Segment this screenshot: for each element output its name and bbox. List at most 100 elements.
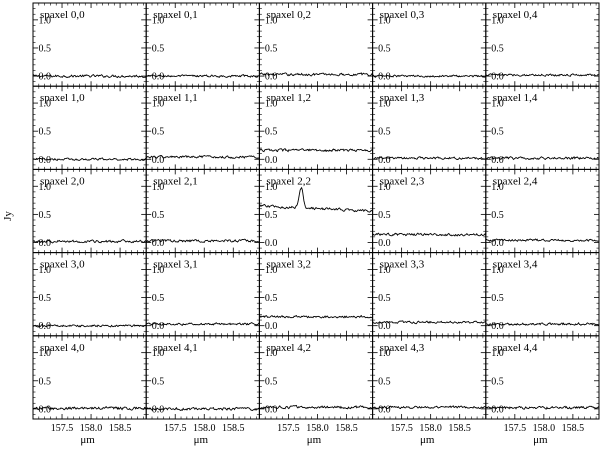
y-tick-label: 1.0 [378, 348, 391, 359]
y-tick-label: 0.0 [491, 155, 504, 166]
spectrum-line [372, 74, 487, 78]
y-tick-label: 0.5 [265, 43, 278, 54]
x-tick-label: 158.5 [562, 423, 585, 434]
panel-label: spaxel 0,1 [153, 9, 198, 21]
panel-label: spaxel 3,4 [493, 259, 538, 271]
x-tick-label: 158.0 [306, 423, 329, 434]
y-tick-label: 0.5 [378, 210, 391, 221]
spectrum-line [485, 405, 600, 410]
panel-label: spaxel 3,0 [40, 259, 85, 271]
panel-label: spaxel 3,3 [380, 259, 425, 271]
y-tick-label: 0.5 [265, 293, 278, 304]
y-tick-label: 0.0 [39, 404, 52, 415]
y-tick-label: 0.0 [39, 238, 52, 249]
y-tick-label: 1.0 [152, 99, 165, 110]
y-tick-label: 0.5 [152, 293, 165, 304]
y-tick-label: 0.5 [152, 210, 165, 221]
y-tick-label: 1.0 [265, 182, 278, 193]
panel-label: spaxel 1,0 [40, 92, 85, 104]
spectrum-line [485, 156, 600, 161]
y-tick-label: 1.0 [378, 15, 391, 26]
y-tick-label: 1.0 [39, 99, 52, 110]
y-tick-label: 0.5 [491, 43, 504, 54]
x-axis-label: μm [420, 434, 435, 446]
panel-label: spaxel 2,4 [493, 175, 538, 187]
y-tick-label: 0.5 [39, 376, 52, 387]
spectrum-line [259, 404, 373, 410]
spectrum-line [32, 324, 147, 328]
y-tick-label: 0.0 [39, 72, 52, 83]
panel-label: spaxel 1,3 [380, 92, 425, 104]
panel-label: spaxel 4,4 [493, 342, 538, 354]
x-tick-label: 158.0 [80, 423, 103, 434]
x-tick-label: 157.5 [390, 423, 413, 434]
y-tick-label: 0.5 [491, 293, 504, 304]
panel-label: spaxel 0,4 [493, 9, 538, 21]
y-tick-label: 1.0 [265, 348, 278, 359]
y-tick-label: 0.5 [152, 376, 165, 387]
x-tick-label: 158.5 [109, 423, 132, 434]
spectrum-line [372, 232, 487, 237]
y-tick-label: 0.0 [152, 321, 165, 332]
y-tick-label: 0.5 [378, 293, 391, 304]
panel-label: spaxel 4,3 [380, 342, 425, 354]
y-tick-label: 0.0 [378, 72, 391, 83]
spectrum-line [259, 314, 373, 319]
y-tick-label: 0.0 [152, 155, 165, 166]
y-tick-label: 1.0 [152, 15, 165, 26]
x-tick-label: 158.0 [193, 423, 216, 434]
panel-label: spaxel 2,3 [380, 175, 425, 187]
y-tick-label: 1.0 [378, 99, 391, 110]
x-tick-label: 158.5 [448, 423, 471, 434]
panel-label: spaxel 4,2 [266, 342, 311, 354]
y-tick-label: 1.0 [378, 182, 391, 193]
x-tick-label: 157.5 [504, 423, 527, 434]
y-tick-label: 1.0 [265, 99, 278, 110]
y-tick-label: 0.5 [378, 43, 391, 54]
spectrum-line [32, 74, 147, 79]
spectrum-line [485, 73, 600, 77]
spectrum-line [146, 322, 260, 326]
y-tick-label: 0.0 [152, 238, 165, 249]
x-tick-label: 157.5 [277, 423, 300, 434]
y-tick-label: 0.0 [265, 238, 278, 249]
y-tick-label: 0.0 [378, 238, 391, 249]
panel-label: spaxel 4,0 [40, 342, 85, 354]
panel-label: spaxel 2,2 [266, 175, 311, 187]
y-tick-label: 0.5 [378, 127, 391, 138]
y-tick-label: 0.0 [491, 72, 504, 83]
y-tick-label: 0.5 [265, 210, 278, 221]
y-tick-label: 0.0 [39, 321, 52, 332]
spectrum-line [259, 72, 373, 77]
y-tick-label: 0.0 [378, 404, 391, 415]
panel-label: spaxel 3,2 [266, 259, 311, 271]
y-tick-label: 1.0 [39, 182, 52, 193]
panel-label: spaxel 0,0 [40, 9, 85, 21]
y-tick-label: 1.0 [491, 265, 504, 276]
y-tick-label: 0.0 [491, 321, 504, 332]
spectrum-line [372, 320, 486, 325]
spectrum-line [145, 154, 260, 159]
y-tick-label: 0.0 [265, 321, 278, 332]
x-tick-label: 158.5 [222, 423, 245, 434]
y-tick-label: 0.5 [39, 210, 52, 221]
x-axis-label: μm [307, 434, 322, 446]
y-tick-label: 0.0 [491, 238, 504, 249]
panel-label: spaxel 3,1 [153, 259, 198, 271]
y-tick-label: 0.5 [152, 43, 165, 54]
